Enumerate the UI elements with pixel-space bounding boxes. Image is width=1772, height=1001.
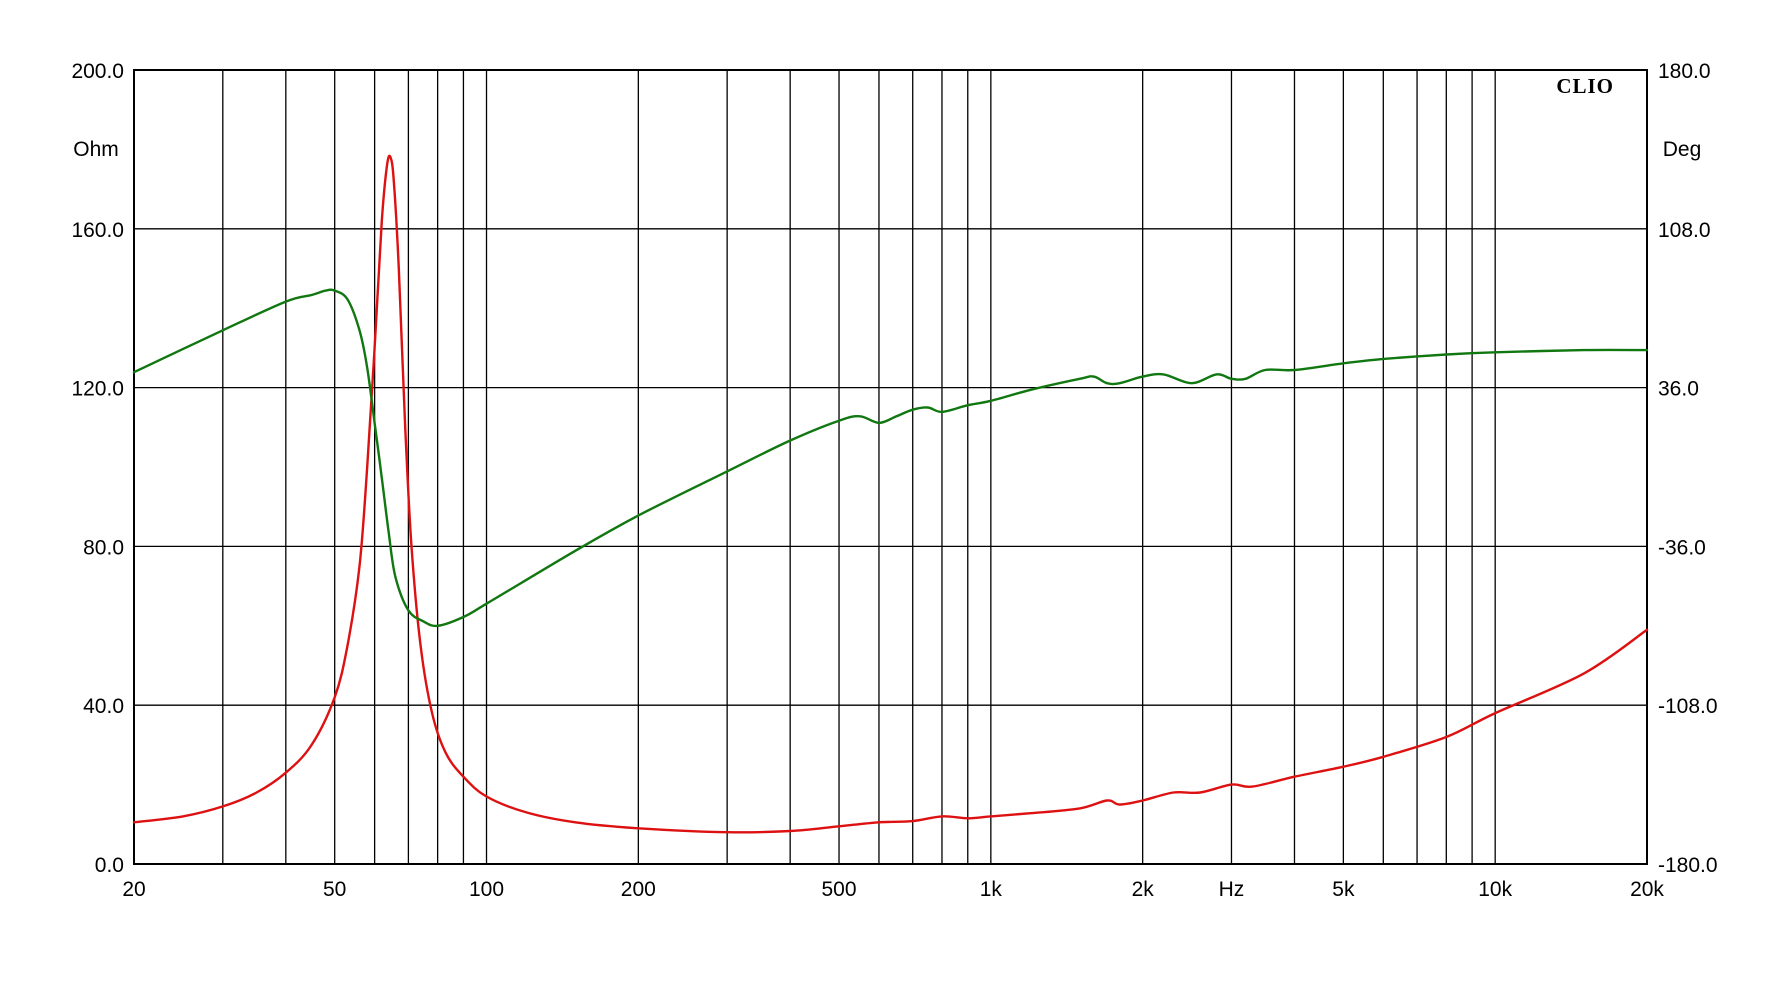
x-tick-label: 20: [122, 878, 145, 901]
x-tick-label: 200: [621, 878, 656, 901]
x-tick-label: 2k: [1132, 878, 1155, 901]
y-right-tick-label: 108.0: [1658, 219, 1711, 242]
curves: [132, 154, 1649, 834]
y-right-tick-label: -108.0: [1658, 695, 1718, 718]
plot-frame: [133, 69, 1648, 865]
impedance-curve: [132, 154, 1649, 834]
clio-brand-label: CLIO: [1556, 74, 1614, 98]
y-right-tick-label: 180.0: [1658, 60, 1711, 83]
y-left-tick-label: 120.0: [71, 378, 124, 401]
x-tick-label: 5k: [1332, 878, 1355, 901]
x-tick-label: 50: [323, 878, 346, 901]
left-axis-unit: Ohm: [73, 138, 119, 161]
x-tick-label: 100: [469, 878, 504, 901]
y-left-tick-label: 80.0: [83, 536, 124, 559]
y-left-tick-label: 40.0: [83, 695, 124, 718]
y-right-tick-label: -36.0: [1658, 536, 1706, 559]
x-tick-label: 10k: [1478, 878, 1512, 901]
y-left-tick-label: 0.0: [95, 854, 124, 877]
tick-labels: 20 50 100 200 500 1k 2k 5k 10k 20k 0.0 40.0 80.0 120.…: [71, 60, 1717, 901]
y-right-tick-label: 36.0: [1658, 378, 1699, 401]
y-right-tick-label: -180.0: [1658, 854, 1718, 877]
grid-lines: [134, 70, 1648, 864]
x-tick-label: 20k: [1630, 878, 1664, 901]
right-axis-unit: Deg: [1663, 138, 1702, 161]
y-left-tick-label: 160.0: [71, 219, 124, 242]
y-left-tick-label: 200.0: [71, 60, 124, 83]
phase-curve: [132, 288, 1649, 628]
x-tick-label: 1k: [980, 878, 1003, 901]
x-tick-label: 500: [822, 878, 857, 901]
x-axis-unit: Hz: [1219, 878, 1245, 901]
